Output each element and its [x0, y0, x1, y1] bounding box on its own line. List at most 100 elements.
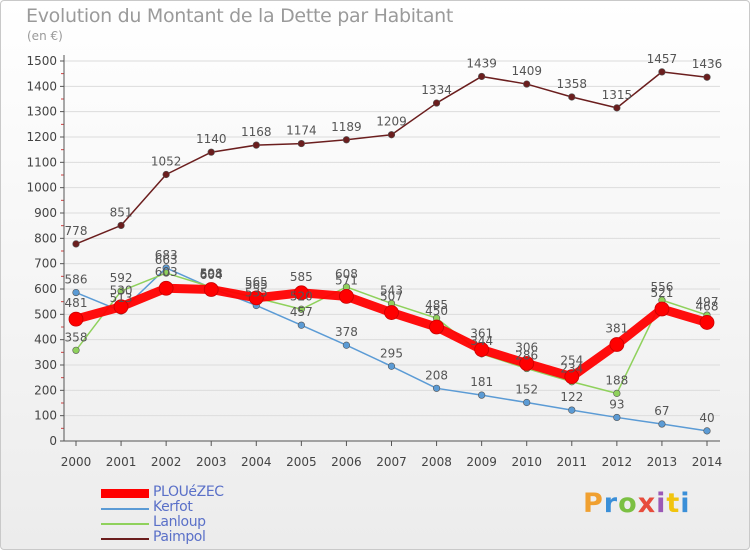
data-label-kerfot: 683 — [155, 248, 178, 262]
data-point-plouzec — [158, 280, 174, 296]
chart-title: Evolution du Montant de la Dette par Hab… — [26, 5, 454, 27]
y-tick-label: 400 — [34, 333, 57, 347]
data-point-kerfot — [72, 288, 80, 297]
data-label-paimpol: 1457 — [647, 52, 678, 66]
data-point-paimpol — [613, 104, 621, 112]
data-point-paimpol — [117, 221, 125, 230]
y-tick-label: 500 — [34, 307, 57, 321]
data-point-paimpol — [568, 93, 576, 101]
x-tick-label: 2013 — [647, 455, 678, 469]
data-point-lanloup — [117, 287, 125, 295]
data-label-plouzec: 481 — [65, 296, 88, 310]
x-tick-label: 2007 — [376, 455, 407, 469]
axes — [60, 55, 720, 446]
data-label-lanloup: 234 — [560, 362, 583, 376]
data-point-kerfot — [342, 341, 351, 349]
data-label-plouzec: 585 — [290, 270, 313, 284]
data-label-lanloup: 608 — [335, 267, 358, 281]
x-tick-label: 2008 — [421, 455, 452, 469]
data-point-plouzec — [564, 369, 580, 385]
legend-swatch-kerfot — [101, 508, 149, 510]
data-point-paimpol — [72, 240, 80, 248]
series-plouzec — [68, 280, 715, 385]
data-label-plouzec: 603 — [155, 265, 178, 279]
data-label-paimpol: 851 — [110, 205, 133, 219]
x-tick-label: 2002 — [151, 455, 182, 469]
data-point-kerfot — [297, 321, 305, 329]
data-label-plouzec: 381 — [605, 321, 628, 335]
data-label-lanloup: 358 — [65, 330, 88, 344]
data-point-paimpol — [387, 131, 396, 139]
data-label-paimpol: 1209 — [376, 115, 407, 129]
data-label-kerfot: 604 — [200, 268, 223, 282]
data-point-paimpol — [432, 99, 441, 107]
data-label-kerfot: 457 — [290, 305, 313, 319]
data-label-plouzec: 565 — [245, 275, 268, 289]
data-point-plouzec — [113, 299, 129, 315]
legend-label-paimpol: Paimpol — [153, 529, 206, 545]
grid-lines — [64, 60, 720, 442]
data-label-lanloup: 592 — [110, 271, 133, 285]
data-point-plouzec — [203, 282, 219, 297]
y-tick-label: 300 — [34, 358, 57, 372]
data-point-kerfot — [658, 420, 666, 428]
data-label-paimpol: 1052 — [151, 154, 182, 168]
y-tick-label: 0 — [49, 434, 57, 448]
data-label-plouzec: 468 — [696, 299, 719, 313]
data-label-plouzec: 530 — [110, 284, 133, 298]
data-point-plouzec — [699, 315, 715, 330]
data-point-lanloup — [72, 346, 80, 354]
data-point-plouzec — [384, 305, 399, 320]
data-label-plouzec: 306 — [515, 340, 538, 354]
data-point-kerfot — [387, 362, 396, 370]
logo-letter: o — [618, 488, 638, 519]
logo-letter: r — [603, 488, 619, 519]
y-tick-label: 1400 — [26, 79, 57, 93]
logo-letter: P — [583, 488, 604, 519]
data-label-kerfot: 181 — [470, 375, 493, 389]
data-point-kerfot — [568, 406, 576, 414]
data-label-lanloup: 286 — [515, 349, 538, 363]
chart-subtitle: (en €) — [27, 29, 63, 43]
data-point-paimpol — [523, 80, 531, 88]
data-label-paimpol: 1436 — [692, 57, 723, 71]
y-tick-label: 800 — [34, 231, 57, 245]
x-tick-label: 2006 — [331, 455, 362, 469]
data-label-lanloup: 344 — [470, 334, 493, 348]
data-point-paimpol — [297, 139, 305, 148]
y-tick-label: 1500 — [26, 54, 57, 68]
data-point-paimpol — [162, 170, 170, 179]
y-tick-label: 700 — [34, 257, 57, 271]
data-label-kerfot: 93 — [609, 397, 624, 411]
data-label-plouzec: 507 — [380, 290, 403, 304]
proxiti-logo: Proxiti — [583, 488, 691, 519]
data-label-kerfot: 152 — [515, 382, 538, 396]
y-tick-label: 1300 — [26, 105, 57, 119]
data-point-paimpol — [703, 73, 711, 81]
y-tick-label: 1200 — [26, 130, 57, 144]
series-paimpol — [72, 68, 711, 248]
data-point-plouzec — [429, 319, 444, 335]
data-label-lanloup: 543 — [380, 283, 403, 297]
legend-swatch-lanloup — [101, 523, 149, 525]
data-label-lanloup: 663 — [155, 253, 178, 267]
x-tick-label: 2001 — [106, 455, 137, 469]
data-label-lanloup: 497 — [696, 295, 719, 309]
data-point-lanloup — [297, 305, 305, 313]
data-label-paimpol: 1168 — [241, 125, 272, 139]
y-tick-label: 600 — [34, 282, 57, 296]
y-tick-label: 1000 — [26, 181, 57, 195]
y-tick-labels: 0 100 200 300 400 500 600 700 800 900 1000 1100 1200… — [26, 54, 57, 448]
data-label-kerfot: 122 — [560, 390, 583, 404]
data-label-lanloup: 565 — [245, 278, 268, 292]
y-tick-label: 900 — [34, 206, 57, 220]
data-point-kerfot — [432, 384, 441, 392]
x-tick-label: 2014 — [692, 455, 723, 469]
x-tick-labels: 2000 2001 2002 2003 2004 2005 2006 2007 2008 2009… — [61, 455, 723, 469]
data-label-plouzec: 571 — [335, 273, 358, 287]
data-label-paimpol: 1174 — [286, 124, 317, 138]
data-label-kerfot: 208 — [425, 368, 448, 382]
data-label-plouzec: 254 — [560, 354, 583, 368]
x-tick-label: 2000 — [61, 455, 92, 469]
